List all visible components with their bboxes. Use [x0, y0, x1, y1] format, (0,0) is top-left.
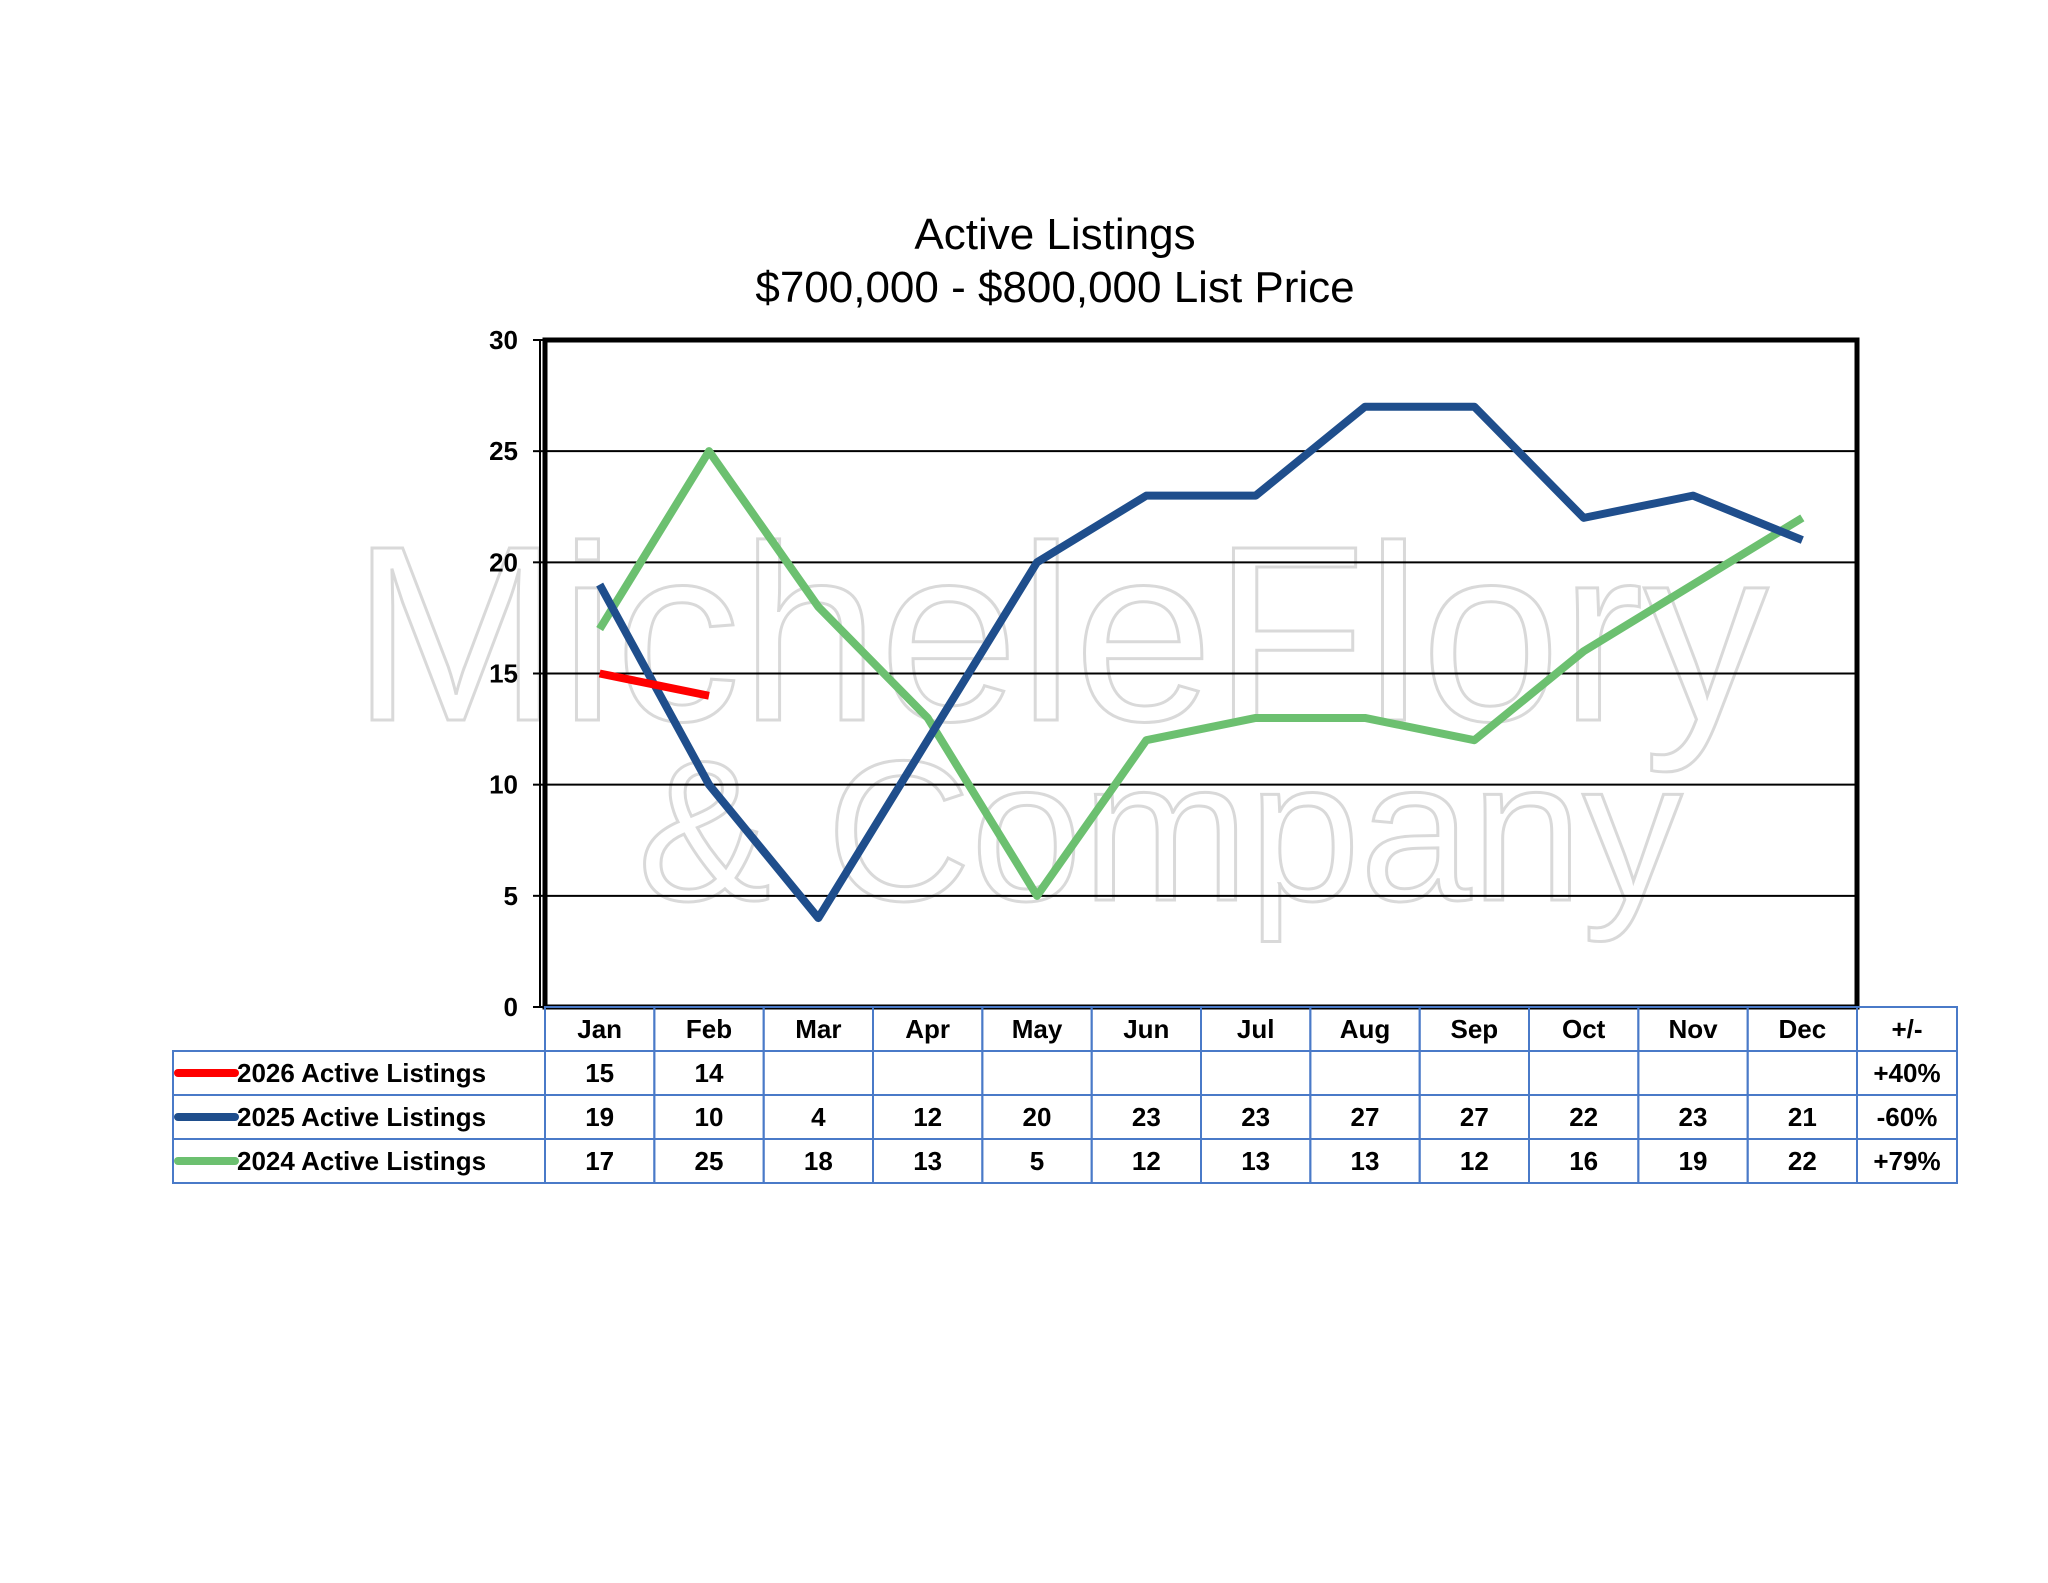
y-tick-label: 10: [489, 770, 518, 800]
series-line: [598, 669, 710, 700]
y-tick-label: 25: [489, 436, 518, 466]
chart-subtitle: $700,000 - $800,000 List Price: [755, 263, 1355, 312]
data-value-label: 14: [695, 1058, 724, 1088]
table-cell: [872, 1050, 984, 1096]
data-value-label: 23: [1679, 1102, 1708, 1132]
change-header: +/-: [1891, 1014, 1922, 1044]
x-tick-label: Mar: [795, 1014, 841, 1044]
data-value-label: 5: [1030, 1146, 1044, 1176]
data-value-label: 12: [1460, 1146, 1489, 1176]
change-value-label: +79%: [1873, 1146, 1940, 1176]
data-value-label: 4: [811, 1102, 826, 1132]
data-value-label: 23: [1241, 1102, 1270, 1132]
data-value-label: 17: [585, 1146, 614, 1176]
chart-title: Active Listings $700,000 - $800,000 List…: [0, 208, 2048, 314]
data-value-label: 23: [1132, 1102, 1161, 1132]
y-tick-label: 15: [489, 659, 518, 689]
table-cell: [1418, 1050, 1530, 1096]
change-value-label: +40%: [1873, 1058, 1940, 1088]
x-tick-label: Dec: [1778, 1014, 1826, 1044]
data-value-label: 22: [1788, 1146, 1817, 1176]
data-value-label: 10: [695, 1102, 724, 1132]
data-value-label: 25: [695, 1146, 724, 1176]
table-cell: [1637, 1050, 1749, 1096]
gridlines: [545, 450, 1857, 897]
change-cell: [1856, 1138, 1958, 1184]
data-value-label: 13: [1241, 1146, 1270, 1176]
x-tick-label: Apr: [905, 1014, 950, 1044]
x-tick-label: Feb: [686, 1014, 732, 1044]
data-value-label: 12: [1132, 1146, 1161, 1176]
data-value-label: 21: [1788, 1102, 1817, 1132]
x-tick-label: Nov: [1668, 1014, 1718, 1044]
x-tick-label: May: [1012, 1014, 1063, 1044]
data-value-label: 12: [913, 1102, 942, 1132]
data-value-label: 27: [1460, 1102, 1489, 1132]
table-cell: [1090, 1050, 1202, 1096]
x-tick-label: Aug: [1340, 1014, 1391, 1044]
table-cell: [981, 1050, 1093, 1096]
data-value-label: 20: [1023, 1102, 1052, 1132]
data-value-label: 13: [1351, 1146, 1380, 1176]
data-table: Jan Feb Mar Apr May Jun Jul Aug Sep Oct Nov Dec +/- 2…: [172, 1006, 1958, 1184]
x-tick-label: Jul: [1237, 1014, 1275, 1044]
data-value-label: 27: [1351, 1102, 1380, 1132]
y-axis: 0 5 10 15 20 25 30: [489, 325, 545, 1022]
table-cell: [762, 1050, 875, 1096]
table-cell: [1200, 1050, 1312, 1096]
table-cell: [1309, 1050, 1421, 1096]
table-cell: [1746, 1050, 1858, 1096]
x-tick-label: Jan: [577, 1014, 622, 1044]
y-tick-label: 30: [489, 325, 518, 355]
watermark-text-line2: & Company: [638, 720, 1683, 943]
data-value-label: 19: [1679, 1146, 1708, 1176]
data-value-label: 16: [1569, 1146, 1598, 1176]
legend-label: 2024 Active Listings: [237, 1146, 486, 1176]
x-tick-label: Jun: [1123, 1014, 1169, 1044]
watermark-text-line1: MicheleFlory: [352, 494, 1769, 773]
chart-title-main: Active Listings: [914, 210, 1196, 259]
series-lines: [596, 402, 1805, 923]
table-cell: [1528, 1050, 1640, 1096]
y-tick-label: 5: [504, 881, 518, 911]
series-line: [596, 447, 1805, 900]
y-tick-label: 20: [489, 547, 518, 577]
data-value-label: 13: [913, 1146, 942, 1176]
data-value-label: 22: [1569, 1102, 1598, 1132]
data-value-label: 19: [585, 1102, 614, 1132]
y-tick-label: 0: [504, 992, 518, 1022]
data-value-label: 18: [804, 1146, 833, 1176]
legend-label: 2026 Active Listings: [237, 1058, 486, 1088]
x-tick-label: Sep: [1450, 1014, 1498, 1044]
data-value-label: 15: [585, 1058, 614, 1088]
series-line: [596, 402, 1804, 923]
change-value-label: -60%: [1877, 1102, 1938, 1132]
x-tick-label: Oct: [1562, 1014, 1606, 1044]
legend-label: 2025 Active Listings: [237, 1102, 486, 1132]
